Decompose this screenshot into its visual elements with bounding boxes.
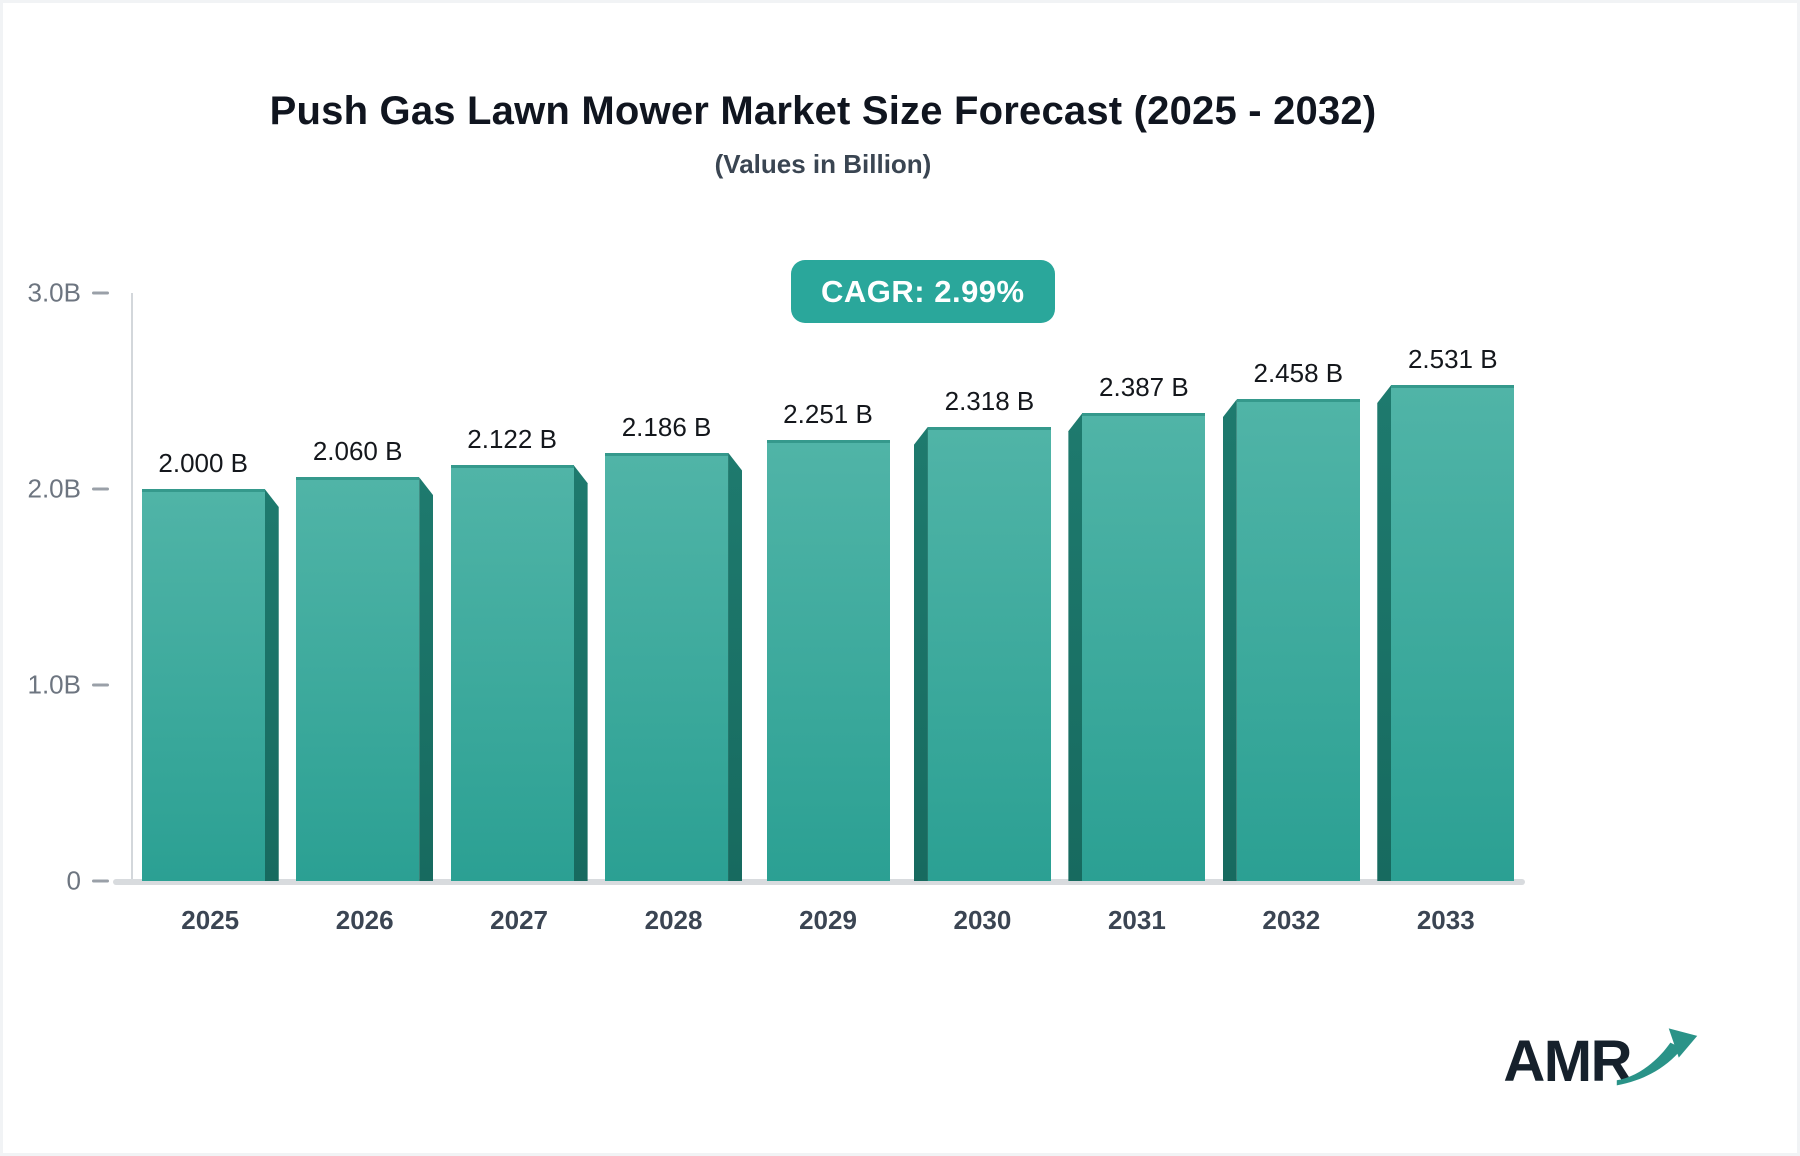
bar-2032: 2.458 B (1222, 358, 1360, 881)
bar-side (728, 452, 743, 881)
y-tick-label: 1.0B (27, 669, 82, 700)
bar-value-label: 2.251 B (783, 398, 873, 429)
cagr-badge: CAGR: 2.99% (791, 260, 1055, 323)
y-tick-label: 2.0B (27, 473, 82, 504)
bar-value-label: 2.531 B (1407, 343, 1498, 374)
x-axis-baseline (113, 879, 1525, 885)
bar-2025: 2.000 B (141, 448, 279, 881)
y-axis-line (131, 293, 133, 881)
bar-side (913, 426, 928, 881)
bar-2033: 2.531 B (1377, 344, 1515, 881)
bar-side (573, 465, 588, 881)
bar-face (141, 489, 265, 881)
x-tick-label: 2032 (1262, 905, 1321, 935)
bar-2031: 2.387 B (1068, 372, 1206, 881)
y-axis: 3.0B 2.0B 1.0B 0 (3, 278, 133, 896)
y-tick-mark (92, 879, 109, 883)
bar-face (1391, 384, 1515, 881)
bar-side (419, 477, 434, 881)
bar-value-label: 2.318 B (944, 385, 1035, 416)
bar-value-label: 2.060 B (312, 436, 403, 467)
x-tick-label: 2028 (644, 905, 703, 935)
bar-face (927, 426, 1051, 881)
bar-value-label: 2.458 B (1253, 358, 1344, 389)
bar-2026: 2.060 B (296, 436, 434, 881)
y-tick-mark (92, 683, 109, 687)
bar-2027: 2.122 B (450, 424, 588, 881)
bar-face (605, 452, 729, 881)
growth-arrow-icon (1616, 1028, 1698, 1086)
bar-face (1082, 413, 1206, 881)
bar-2028: 2.186 B (605, 412, 743, 881)
bar-face (450, 465, 574, 881)
x-tick-label: 2031 (1107, 905, 1166, 935)
bar-value-label: 2.186 B (621, 411, 712, 442)
bar-2029: 2.251 B (760, 399, 897, 881)
page-subtitle: (Values in Billion) (714, 149, 932, 179)
y-tick-mark (92, 487, 109, 491)
x-tick-label: 2026 (335, 905, 394, 935)
plot-area: 2.000 B 2.060 B 2.122 B 2.186 B 2.251 B 2.318… (113, 293, 1525, 885)
bar-face (766, 439, 890, 881)
y-tick-mark (92, 291, 109, 295)
bar-side (1222, 399, 1237, 881)
bar-face (1236, 399, 1360, 881)
bar-value-label: 2.000 B (158, 448, 249, 478)
x-tick-label: 2033 (1416, 905, 1475, 935)
x-axis: 2025 2026 2027 2028 2029 2030 2031 2032 2033 (133, 905, 1523, 945)
x-tick-label: 2030 (953, 905, 1012, 935)
bar-face (296, 477, 420, 881)
bar-side (1377, 384, 1392, 881)
bar-value-label: 2.122 B (467, 424, 557, 455)
x-tick-label: 2025 (181, 905, 240, 935)
y-tick-label: 3.0B (27, 277, 82, 308)
y-tick-label: 0 (66, 865, 81, 896)
bar-2030: 2.318 B (913, 386, 1051, 881)
page-title: Push Gas Lawn Mower Market Size Forecast… (269, 89, 1377, 133)
amr-logo-text: AMR (1503, 1029, 1632, 1094)
bar-side (1068, 413, 1083, 881)
amr-logo: AMR (1503, 1025, 1699, 1091)
x-tick-label: 2027 (490, 905, 549, 935)
bar-side (264, 489, 279, 881)
x-tick-label: 2029 (799, 905, 857, 935)
bar-value-label: 2.387 B (1099, 372, 1189, 403)
